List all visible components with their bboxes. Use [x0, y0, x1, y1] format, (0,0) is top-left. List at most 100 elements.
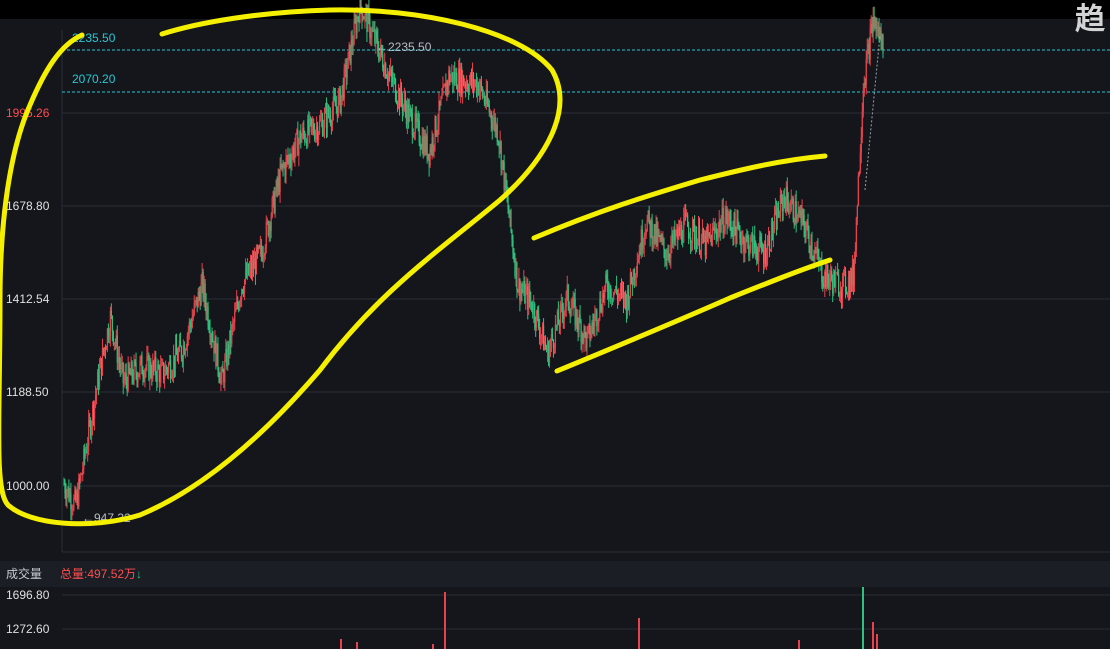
candle-body — [363, 18, 365, 20]
candle-body — [655, 223, 657, 242]
candle-body — [825, 271, 827, 288]
candle-body — [734, 213, 736, 229]
candle-body — [803, 214, 805, 228]
candle-body — [178, 340, 181, 351]
candle-body — [473, 83, 476, 87]
candle-body — [398, 89, 401, 107]
candle-body — [753, 236, 755, 256]
candle-body — [738, 226, 740, 228]
candle-body — [573, 298, 575, 300]
candle-body — [458, 68, 460, 92]
candle-body — [487, 103, 489, 106]
candle-body — [147, 354, 149, 357]
candle-body — [837, 272, 839, 275]
candle-body — [366, 9, 368, 32]
candle-body — [629, 272, 632, 296]
candle-body — [262, 255, 264, 261]
candle-body — [98, 368, 101, 388]
candle-body — [392, 78, 395, 84]
candle-body — [654, 224, 656, 242]
candle-body — [747, 237, 749, 239]
candle-body — [606, 274, 608, 279]
candle-body — [783, 197, 785, 200]
candle-body — [338, 88, 340, 96]
candle-body — [802, 209, 804, 215]
candle-body — [519, 278, 521, 301]
candle-body — [470, 73, 473, 85]
candle-body — [809, 245, 811, 253]
volume-total-label: 总量:497.52万 — [60, 567, 136, 581]
candle-body — [320, 119, 323, 121]
candle-body — [507, 195, 509, 210]
candle-body — [126, 380, 128, 391]
candle-body — [217, 343, 219, 370]
candle-body — [149, 362, 151, 380]
candle-body — [526, 286, 528, 291]
candle-body — [287, 156, 289, 160]
candle-body — [377, 37, 379, 52]
candle-body — [76, 492, 78, 502]
candle-body — [469, 73, 472, 82]
candle-body — [142, 374, 144, 376]
candle-body — [705, 230, 707, 256]
candle-body — [201, 272, 203, 283]
volume-ytick-1272: 1272.60 — [6, 622, 50, 636]
candle-body — [702, 229, 705, 242]
candle-body — [791, 198, 793, 201]
candle-body — [593, 324, 595, 326]
candle-body — [668, 253, 670, 257]
candle-body — [443, 85, 445, 87]
candle-body — [431, 137, 433, 153]
candle-body — [120, 363, 122, 370]
candle-body — [448, 70, 450, 87]
candle-body — [327, 106, 330, 116]
candle-body — [105, 347, 108, 350]
candle-body — [664, 249, 666, 261]
candle-body — [160, 365, 162, 383]
candle-body — [461, 67, 463, 94]
candle-body — [314, 132, 316, 140]
candle-body — [561, 303, 563, 313]
candle-body — [200, 282, 202, 306]
candle-body — [827, 265, 829, 279]
candle-body — [792, 198, 794, 220]
candle-body — [295, 133, 297, 149]
candle-body — [86, 451, 88, 453]
candle-body — [619, 287, 622, 295]
candle-body — [434, 116, 436, 146]
candle-body — [690, 240, 693, 243]
candle-body — [772, 228, 775, 237]
candle-body — [245, 269, 248, 278]
candle-body — [432, 137, 434, 149]
candle-body — [267, 221, 269, 236]
candle-body — [161, 362, 163, 366]
candle-body — [714, 227, 716, 232]
candle-body — [615, 286, 617, 292]
candle-body — [471, 73, 474, 85]
candle-body — [479, 81, 482, 89]
candle-body — [92, 404, 94, 425]
candle-body — [737, 218, 739, 227]
candle-body — [420, 147, 422, 150]
candle-body — [768, 235, 771, 251]
candle-body — [100, 358, 103, 375]
candle-body — [122, 362, 124, 384]
candle-body — [516, 261, 518, 290]
candle-body — [402, 104, 405, 112]
candle-body — [350, 39, 352, 64]
candle-body — [716, 234, 718, 239]
volume-bar — [432, 644, 434, 649]
candle-body — [617, 294, 620, 300]
price-grid — [61, 30, 1110, 553]
candle-body — [293, 147, 295, 159]
candle-body — [556, 311, 558, 327]
candle-body — [374, 30, 376, 44]
candle-body — [667, 253, 669, 260]
candle-body — [323, 113, 326, 128]
candle-body — [476, 83, 479, 94]
candle-body — [824, 271, 826, 288]
candle-body — [651, 220, 653, 245]
candle-body — [150, 362, 152, 375]
candle-body — [264, 247, 266, 255]
candle-body — [799, 210, 801, 213]
